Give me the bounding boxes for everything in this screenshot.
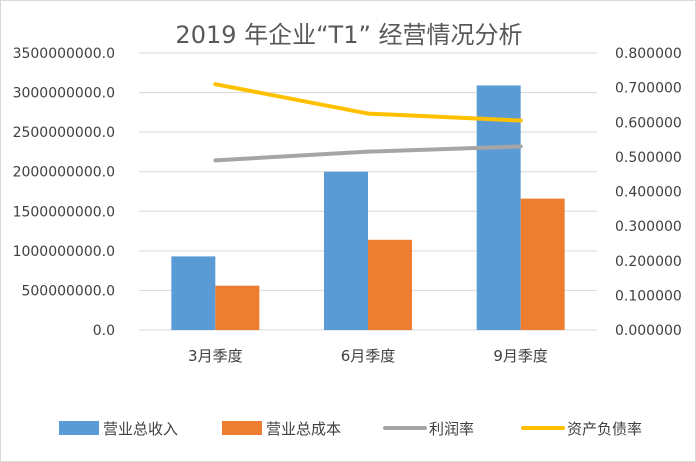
- left-axis-ticks: 0.0 500000000.0 1000000000.0 1500000000.0 20…: [13, 46, 115, 339]
- category-label: 3月季度: [188, 347, 243, 365]
- bar-营业总成本: [368, 239, 412, 330]
- category-labels: 3月季度 6月季度 9月季度: [188, 347, 548, 365]
- left-tick-label: 1000000000.0: [13, 244, 115, 260]
- category-label: 6月季度: [341, 347, 396, 365]
- bar-营业总成本: [520, 198, 565, 330]
- category-label: 9月季度: [493, 347, 548, 365]
- bar-营业总收入: [324, 171, 368, 330]
- left-tick-label: 2500000000.0: [13, 125, 115, 141]
- line-资产负债率: [213, 82, 523, 123]
- right-tick-label: 0.500000: [615, 150, 682, 166]
- right-tick-label: 0.600000: [615, 115, 682, 131]
- chart-title: 2019 年企业“T1” 经营情况分析: [175, 21, 522, 49]
- legend-label-营业总成本: 营业总成本: [266, 420, 341, 438]
- legend-swatch-营业总成本: [222, 421, 262, 435]
- left-tick-label: 3000000000.0: [13, 86, 115, 102]
- legend-label-资产负债率: 资产负债率: [567, 420, 642, 438]
- legend-swatch-营业总收入: [59, 421, 99, 435]
- left-tick-label: 2000000000.0: [13, 165, 115, 181]
- left-tick-label: 500000000.0: [21, 283, 115, 299]
- right-tick-label: 0.300000: [615, 219, 682, 235]
- right-tick-label: 0.800000: [615, 46, 682, 62]
- right-axis-ticks: 0.000000 0.100000 0.200000 0.300000 0.400000…: [615, 46, 682, 339]
- right-tick-label: 0.400000: [615, 185, 682, 201]
- right-tick-label: 0.200000: [615, 254, 682, 270]
- left-tick-label: 3500000000.0: [13, 46, 115, 62]
- left-tick-label: 0.0: [93, 323, 115, 339]
- legend-label-营业总收入: 营业总收入: [103, 420, 178, 438]
- line-利润率: [213, 144, 523, 163]
- legend-label-利润率: 利润率: [429, 420, 474, 438]
- bars: [171, 85, 565, 330]
- left-tick-label: 1500000000.0: [13, 204, 115, 220]
- bar-营业总收入: [171, 256, 216, 330]
- legend: 营业总收入 营业总成本 利润率 资产负债率: [59, 420, 642, 438]
- right-tick-label: 0.100000: [615, 288, 682, 304]
- bar-营业总收入: [476, 85, 521, 330]
- right-tick-label: 0.000000: [615, 323, 682, 339]
- right-tick-label: 0.700000: [615, 81, 682, 97]
- bar-营业总成本: [215, 285, 260, 330]
- lines: [213, 82, 523, 163]
